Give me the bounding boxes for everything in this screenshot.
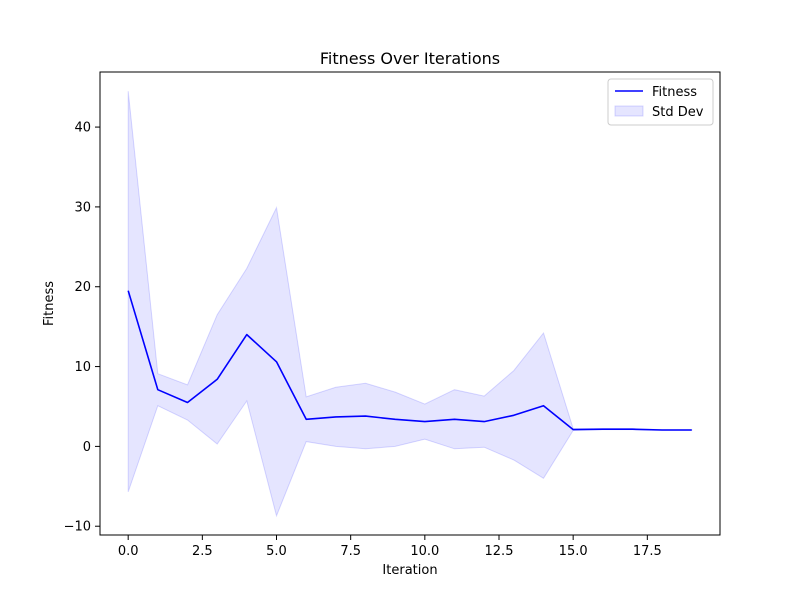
x-axis: 0.0 2.5 5.0 7.5 10.0 12.5 15.0 17.5 bbox=[118, 535, 662, 559]
fitness-point bbox=[482, 420, 486, 424]
plot-area bbox=[126, 91, 694, 518]
fitness-point bbox=[334, 415, 338, 419]
fitness-point bbox=[690, 428, 694, 432]
legend: Fitness Std Dev bbox=[607, 78, 714, 126]
fitness-point bbox=[453, 417, 457, 421]
y-tick-label: 10 bbox=[74, 360, 91, 375]
x-tick-label: 10.0 bbox=[410, 544, 439, 559]
fitness-point bbox=[393, 417, 397, 421]
y-tick-label: −10 bbox=[64, 520, 91, 535]
y-tick-label: 40 bbox=[74, 121, 91, 136]
fitness-point bbox=[304, 417, 308, 421]
fitness-point bbox=[364, 414, 368, 418]
x-tick-label: 17.5 bbox=[633, 544, 662, 559]
fitness-point bbox=[245, 333, 249, 337]
x-tick-label: 12.5 bbox=[485, 544, 514, 559]
fitness-point bbox=[126, 289, 130, 293]
x-tick-label: 5.0 bbox=[266, 544, 287, 559]
y-tick-label: 20 bbox=[74, 280, 91, 295]
legend-std-dev-swatch bbox=[614, 105, 644, 117]
x-axis-label: Iteration bbox=[382, 563, 437, 578]
x-tick-label: 0.0 bbox=[118, 544, 139, 559]
fitness-point bbox=[423, 420, 427, 424]
fitness-point bbox=[215, 377, 219, 381]
plot-frame bbox=[99, 71, 721, 536]
y-tick-label: 0 bbox=[83, 440, 91, 455]
fitness-point bbox=[631, 427, 635, 431]
fitness-point bbox=[156, 388, 160, 392]
fitness-point bbox=[601, 427, 605, 431]
x-tick-label: 2.5 bbox=[192, 544, 213, 559]
fitness-point bbox=[660, 428, 664, 432]
y-axis-label: Fitness bbox=[42, 281, 57, 326]
fitness-line bbox=[127, 290, 692, 431]
fitness-point bbox=[275, 360, 279, 364]
fitness-point bbox=[542, 404, 546, 408]
fitness-point bbox=[512, 413, 516, 417]
fitness-point bbox=[186, 401, 190, 405]
x-tick-label: 15.0 bbox=[559, 544, 588, 559]
legend-std-dev-label: Std Dev bbox=[652, 105, 704, 120]
x-tick-label: 7.5 bbox=[340, 544, 361, 559]
legend-fitness-label: Fitness bbox=[652, 85, 697, 100]
fitness-point bbox=[571, 428, 575, 432]
y-axis: −10 0 10 20 30 40 bbox=[64, 121, 100, 535]
chart-title: Fitness Over Iterations bbox=[320, 49, 500, 68]
y-tick-label: 30 bbox=[74, 200, 91, 215]
